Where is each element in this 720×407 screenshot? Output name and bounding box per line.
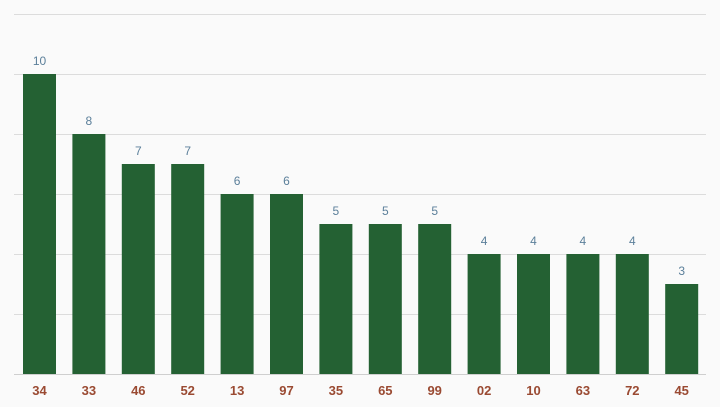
bar-02 <box>467 254 501 374</box>
tick-label-33: 33 <box>82 383 96 398</box>
data-label-34: 10 <box>33 54 47 68</box>
bar-52 <box>171 164 205 374</box>
data-label-52: 7 <box>184 144 191 158</box>
data-label-65: 5 <box>382 204 389 218</box>
bar-35 <box>319 224 353 374</box>
tick-label-72: 72 <box>625 383 639 398</box>
bar-99 <box>418 224 452 374</box>
tick-label-52: 52 <box>180 383 194 398</box>
bar-46 <box>121 164 155 374</box>
bar-65 <box>368 224 402 374</box>
data-label-72: 4 <box>629 234 636 248</box>
tick-label-35: 35 <box>329 383 343 398</box>
tick-label-99: 99 <box>427 383 441 398</box>
data-label-33: 8 <box>86 114 93 128</box>
data-label-13: 6 <box>234 174 241 188</box>
data-label-10: 4 <box>530 234 537 248</box>
bar-72 <box>615 254 649 374</box>
data-label-99: 5 <box>431 204 438 218</box>
data-label-63: 4 <box>580 234 587 248</box>
tick-label-10: 10 <box>526 383 540 398</box>
tick-label-45: 45 <box>674 383 688 398</box>
tick-label-02: 02 <box>477 383 491 398</box>
tick-label-65: 65 <box>378 383 392 398</box>
tick-label-34: 34 <box>32 383 47 398</box>
data-label-35: 5 <box>333 204 340 218</box>
bar-63 <box>566 254 600 374</box>
x-axis-tick-labels: 34 33 46 52 13 97 35 65 99 02 10 63 72 45 <box>32 383 689 398</box>
tick-label-97: 97 <box>279 383 293 398</box>
bar-33 <box>72 134 106 374</box>
bar-45 <box>665 284 699 374</box>
bar-10 <box>517 254 550 374</box>
bar-13 <box>220 194 254 374</box>
tick-label-63: 63 <box>576 383 590 398</box>
tick-label-46: 46 <box>131 383 145 398</box>
tick-label-13: 13 <box>230 383 244 398</box>
bar-97 <box>270 194 303 374</box>
grid-lines <box>14 14 706 315</box>
data-label-46: 7 <box>135 144 142 158</box>
bars <box>23 74 699 374</box>
data-label-02: 4 <box>481 234 488 248</box>
data-label-45: 3 <box>678 264 685 278</box>
data-label-97: 6 <box>283 174 290 188</box>
data-labels: 10 8 7 7 6 6 5 5 5 4 4 4 4 3 <box>33 54 686 278</box>
bar-34 <box>23 74 56 374</box>
